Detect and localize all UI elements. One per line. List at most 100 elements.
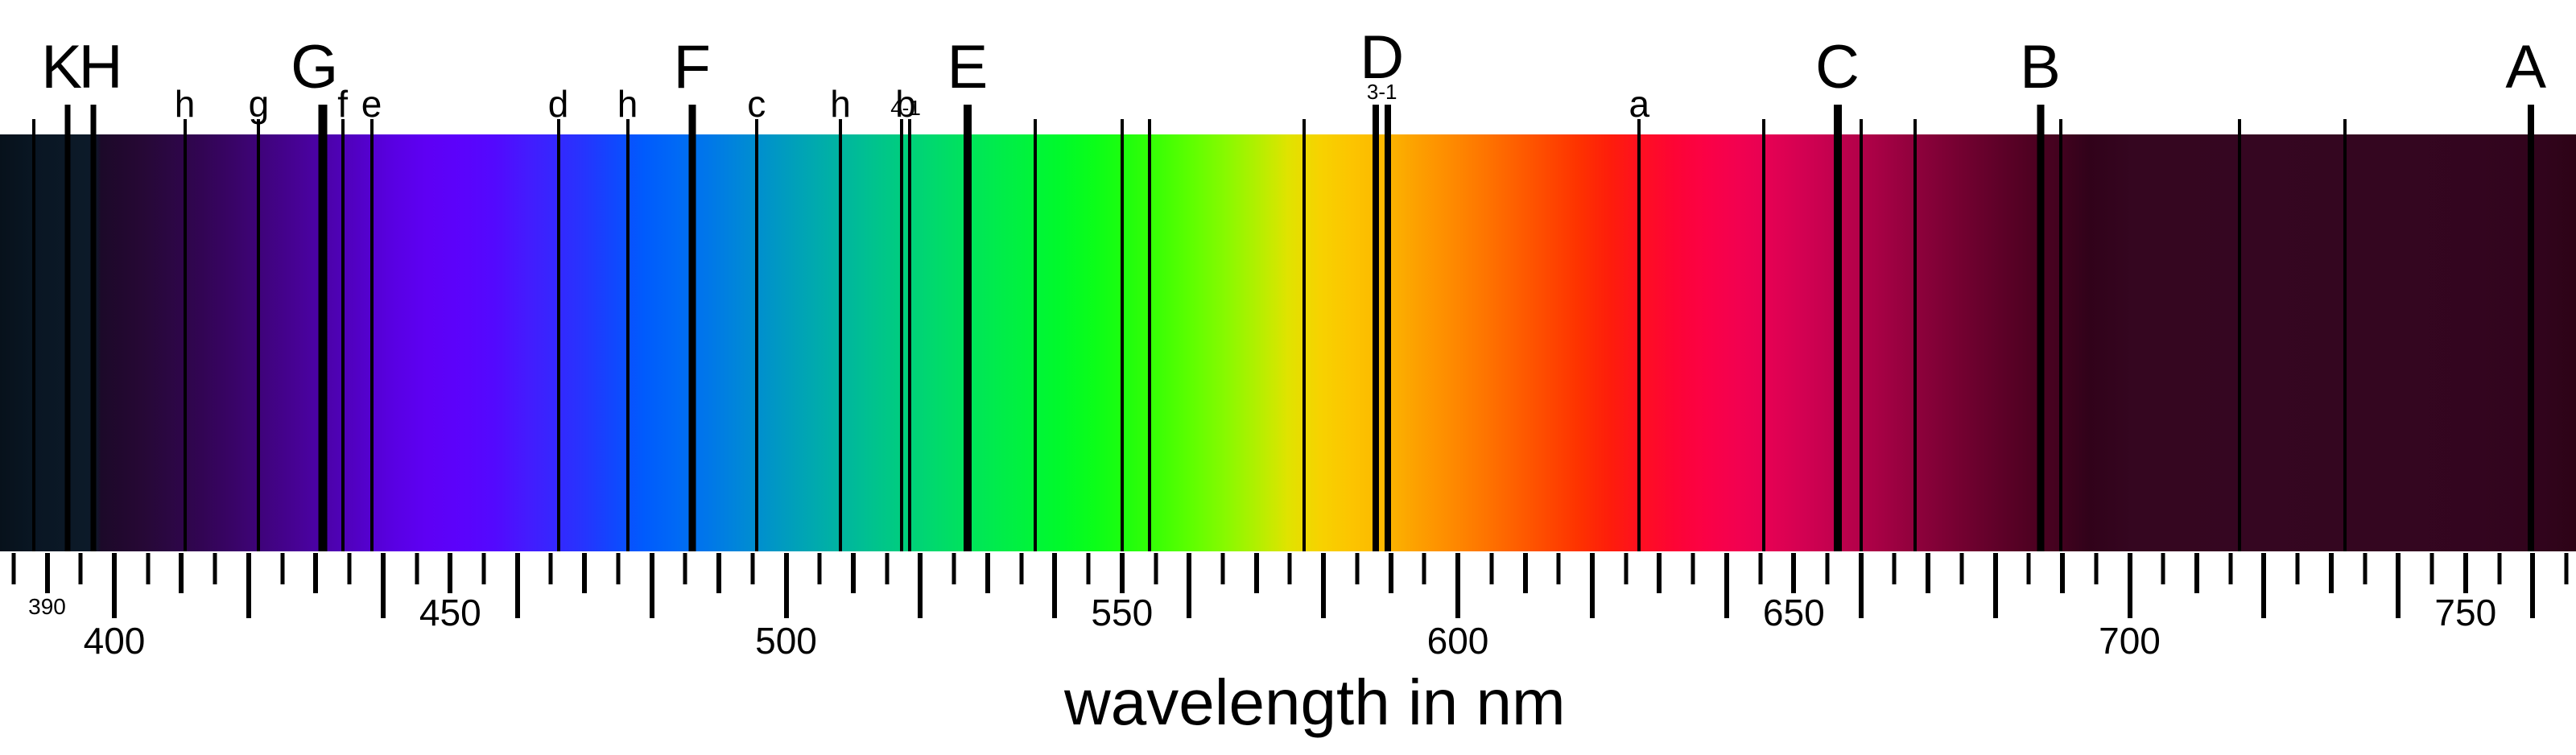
axis-tick-440 bbox=[380, 553, 386, 618]
absorption-line-F bbox=[688, 105, 696, 551]
axis-tick-765 bbox=[2564, 553, 2569, 584]
axis-tick-720 bbox=[2261, 553, 2267, 618]
axis-tick-label-500: 500 bbox=[755, 620, 817, 662]
axis-tick-530 bbox=[985, 553, 990, 593]
axis-tick-760 bbox=[2530, 553, 2536, 618]
axis-tick-445 bbox=[415, 553, 419, 584]
line-label-C: C bbox=[1815, 33, 1860, 101]
axis-tick-625 bbox=[1624, 553, 1629, 584]
axis-tick-label-600: 600 bbox=[1426, 620, 1489, 662]
axis-tick-630 bbox=[1657, 553, 1662, 593]
line-sublabel-3-1: 3-1 bbox=[1366, 80, 1397, 104]
axis-tick-label-700: 700 bbox=[2099, 620, 2161, 662]
axis-tick-560 bbox=[1187, 553, 1192, 618]
absorption-line bbox=[1859, 119, 1863, 551]
axis-tick-545 bbox=[1086, 553, 1091, 584]
absorption-line-c bbox=[754, 119, 758, 551]
axis-tick-580 bbox=[1321, 553, 1327, 618]
axis-tick-645 bbox=[1758, 553, 1762, 584]
line-label-e: e bbox=[361, 83, 382, 125]
line-label-A: A bbox=[2505, 33, 2547, 101]
axis-tick-730 bbox=[2328, 553, 2334, 593]
absorption-line-b bbox=[900, 119, 903, 551]
line-label-H: H bbox=[78, 33, 123, 101]
absorption-line-h bbox=[625, 119, 630, 551]
line-label-h: h bbox=[617, 83, 638, 125]
axis-tick-410 bbox=[179, 553, 184, 593]
axis-tick-label-750: 750 bbox=[2434, 592, 2497, 633]
line-label-K: K bbox=[41, 33, 82, 101]
absorption-line bbox=[2058, 119, 2062, 551]
axis-tick-675 bbox=[1959, 553, 1964, 584]
axis-tick-740 bbox=[2396, 553, 2401, 618]
axis-tick-685 bbox=[2026, 553, 2031, 584]
absorption-line-C bbox=[1833, 105, 1842, 551]
axis-tick-750 bbox=[2462, 553, 2468, 593]
axis-tick-420 bbox=[246, 553, 251, 618]
axis-tick-680 bbox=[1992, 553, 1998, 618]
axis-tick-535 bbox=[1019, 553, 1024, 584]
absorption-line-f bbox=[341, 119, 345, 551]
axis-tick-575 bbox=[1287, 553, 1292, 584]
axis-tick-600 bbox=[1455, 553, 1460, 618]
axis-tick-660 bbox=[1858, 553, 1864, 618]
absorption-line-A bbox=[2527, 105, 2534, 551]
absorption-line bbox=[2238, 119, 2242, 551]
line-label-d: d bbox=[547, 83, 569, 125]
line-label-G: G bbox=[291, 33, 339, 101]
axis-tick-700 bbox=[2127, 553, 2132, 618]
absorption-line bbox=[1302, 119, 1306, 551]
axis-tick-490 bbox=[716, 553, 722, 593]
axis-tick-755 bbox=[2497, 553, 2501, 584]
axis-tick-725 bbox=[2295, 553, 2300, 584]
absorption-line-K bbox=[64, 105, 71, 551]
axis-tick-500 bbox=[783, 553, 789, 618]
axis-tick-745 bbox=[2429, 553, 2434, 584]
absorption-line bbox=[1148, 119, 1151, 551]
line-sublabel-4-1: 4-1 bbox=[890, 96, 921, 120]
axis-tick-650 bbox=[1791, 553, 1797, 593]
axis-tick-495 bbox=[750, 553, 755, 584]
line-label-c: c bbox=[747, 83, 766, 125]
axis-tick-565 bbox=[1220, 553, 1225, 584]
line-label-f: f bbox=[337, 83, 349, 125]
absorption-line bbox=[1761, 119, 1765, 551]
line-label-E: E bbox=[947, 33, 989, 101]
axis-tick-640 bbox=[1724, 553, 1729, 618]
axis-tick-435 bbox=[347, 553, 352, 584]
axis-tick-385 bbox=[11, 553, 16, 584]
absorption-line-B bbox=[2037, 105, 2044, 551]
absorption-line bbox=[31, 119, 35, 551]
axis-tick-label-450: 450 bbox=[419, 592, 481, 633]
absorption-line-G bbox=[318, 105, 328, 551]
axis-tick-610 bbox=[1522, 553, 1528, 593]
axis-tick-505 bbox=[817, 553, 822, 584]
axis-tick-735 bbox=[2363, 553, 2368, 584]
axis-tick-710 bbox=[2194, 553, 2199, 593]
axis-tick-425 bbox=[280, 553, 285, 584]
line-label-B: B bbox=[2020, 33, 2061, 101]
axis-tick-520 bbox=[918, 553, 923, 618]
absorption-line bbox=[2343, 119, 2347, 551]
axis-tick-635 bbox=[1690, 553, 1695, 584]
axis-tick-label-390: 390 bbox=[28, 594, 66, 619]
axis-tick-450 bbox=[448, 553, 453, 593]
absorption-line-D bbox=[1373, 105, 1380, 551]
absorption-line-E bbox=[963, 105, 972, 551]
axis-tick-470 bbox=[582, 553, 588, 593]
axis-tick-510 bbox=[851, 553, 856, 593]
axis-tick-415 bbox=[213, 553, 217, 584]
axis-tick-480 bbox=[649, 553, 654, 618]
axis-tick-670 bbox=[1926, 553, 1931, 593]
axis-tick-690 bbox=[2060, 553, 2066, 593]
axis-tick-465 bbox=[548, 553, 553, 584]
axis-tick-400 bbox=[112, 553, 117, 618]
line-label-h: h bbox=[830, 83, 851, 125]
absorption-line-e bbox=[369, 119, 374, 551]
line-label-g: g bbox=[248, 83, 270, 125]
axis-tick-570 bbox=[1253, 553, 1259, 593]
axis-tick-390 bbox=[44, 553, 50, 593]
axis-tick-655 bbox=[1825, 553, 1830, 584]
absorption-line bbox=[908, 119, 911, 551]
